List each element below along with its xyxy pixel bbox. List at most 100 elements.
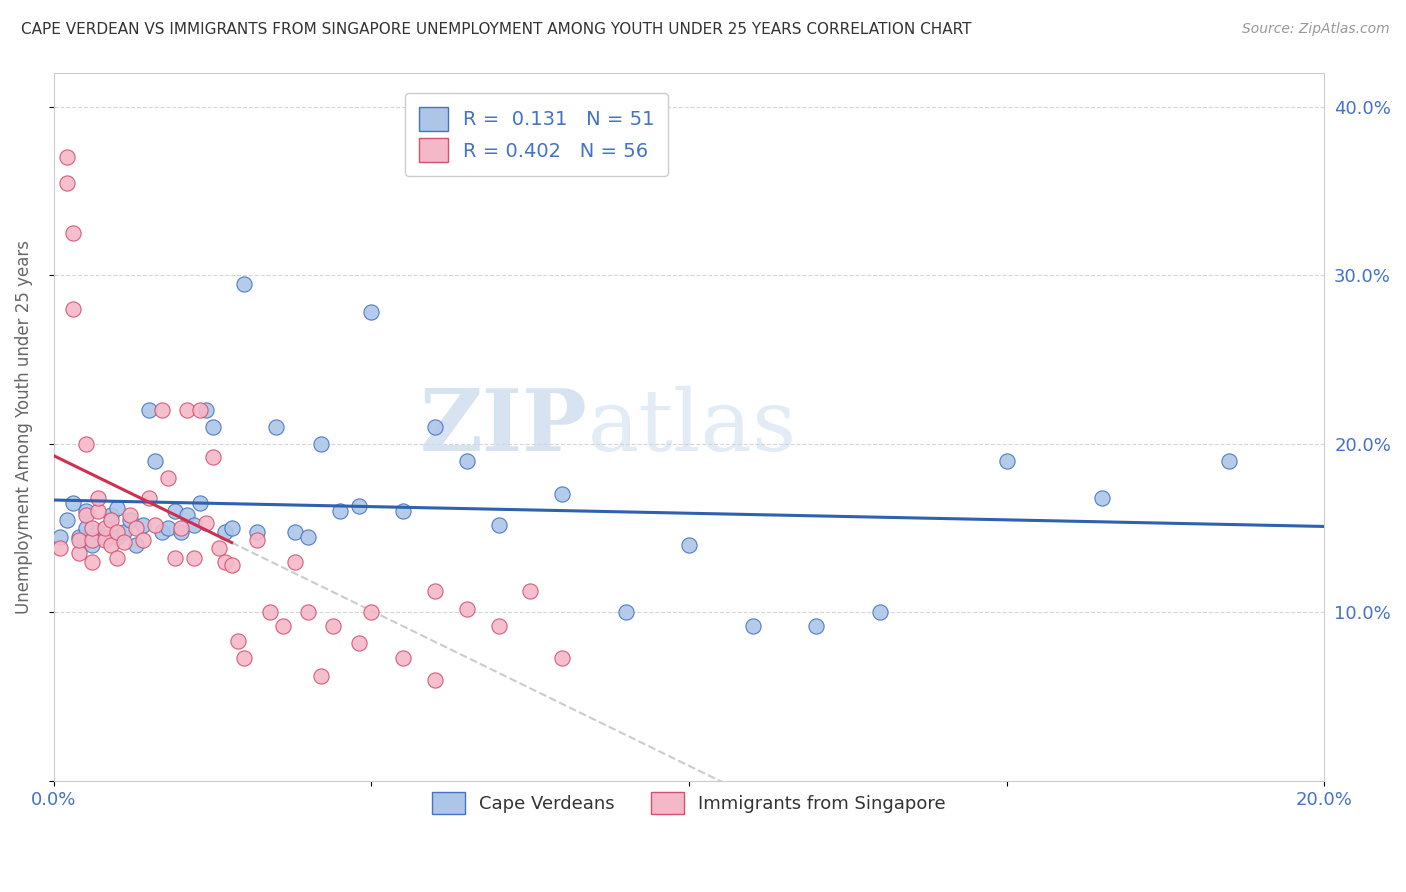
Point [329,504,352,518]
Point [75,521,97,535]
Point [347,636,370,650]
Point [360,305,382,319]
Point [93,521,115,535]
Point [551,487,574,501]
Point [309,669,332,683]
Point [125,538,148,552]
Point [176,403,198,417]
Point [423,420,446,434]
Point [551,651,574,665]
Point [75,504,97,518]
Point [214,555,236,569]
Point [741,619,763,633]
Point [297,530,319,544]
Point [233,277,256,291]
Point [93,530,115,544]
Point [49,530,72,544]
Point [246,524,269,539]
Point [80,538,103,552]
Point [284,555,307,569]
Legend: Cape Verdeans, Immigrants from Singapore: Cape Verdeans, Immigrants from Singapore [422,781,956,825]
Point [347,500,370,514]
Point [150,403,173,417]
Point [284,524,307,539]
Point [75,508,97,522]
Point [221,521,243,535]
Point [87,524,110,539]
Point [163,504,186,518]
Point [488,619,510,633]
Point [259,606,281,620]
Point [67,546,90,560]
Point [150,524,173,539]
Point [869,606,891,620]
Point [392,504,415,518]
Point [105,530,128,544]
Text: atlas: atlas [588,385,797,468]
Point [125,521,148,535]
Point [55,150,77,164]
Point [49,541,72,556]
Text: ZIP: ZIP [420,385,588,469]
Point [271,619,294,633]
Point [221,558,243,573]
Point [201,420,224,434]
Text: CAPE VERDEAN VS IMMIGRANTS FROM SINGAPORE UNEMPLOYMENT AMONG YOUTH UNDER 25 YEAR: CAPE VERDEAN VS IMMIGRANTS FROM SINGAPOR… [21,22,972,37]
Point [488,517,510,532]
Point [170,524,193,539]
Point [138,491,160,505]
Point [80,533,103,547]
Point [100,508,122,522]
Point [297,606,319,620]
Point [80,521,103,535]
Point [145,517,167,532]
Point [226,634,249,648]
Point [456,602,478,616]
Point [157,470,180,484]
Point [55,176,77,190]
Point [208,541,231,556]
Y-axis label: Unemployment Among Youth under 25 years: Unemployment Among Youth under 25 years [15,240,32,614]
Point [120,513,142,527]
Point [804,619,827,633]
Point [100,538,122,552]
Point [519,583,541,598]
Point [392,651,415,665]
Point [233,651,256,665]
Point [456,453,478,467]
Point [157,521,180,535]
Point [995,453,1018,467]
Point [188,496,211,510]
Point [423,583,446,598]
Text: Source: ZipAtlas.com: Source: ZipAtlas.com [1241,22,1389,37]
Point [105,551,128,566]
Point [614,606,637,620]
Point [163,551,186,566]
Point [105,524,128,539]
Point [67,533,90,547]
Point [264,420,287,434]
Point [112,524,135,539]
Point [423,673,446,687]
Point [201,450,224,465]
Point [67,530,90,544]
Point [195,403,218,417]
Point [678,538,700,552]
Point [195,516,218,530]
Point [87,504,110,518]
Point [100,513,122,527]
Point [62,496,84,510]
Point [1218,453,1240,467]
Point [360,606,382,620]
Point [145,453,167,467]
Point [87,491,110,505]
Point [183,517,205,532]
Point [55,513,77,527]
Point [93,533,115,547]
Point [132,517,155,532]
Point [105,500,128,515]
Point [112,534,135,549]
Point [120,508,142,522]
Point [170,521,193,535]
Point [138,403,160,417]
